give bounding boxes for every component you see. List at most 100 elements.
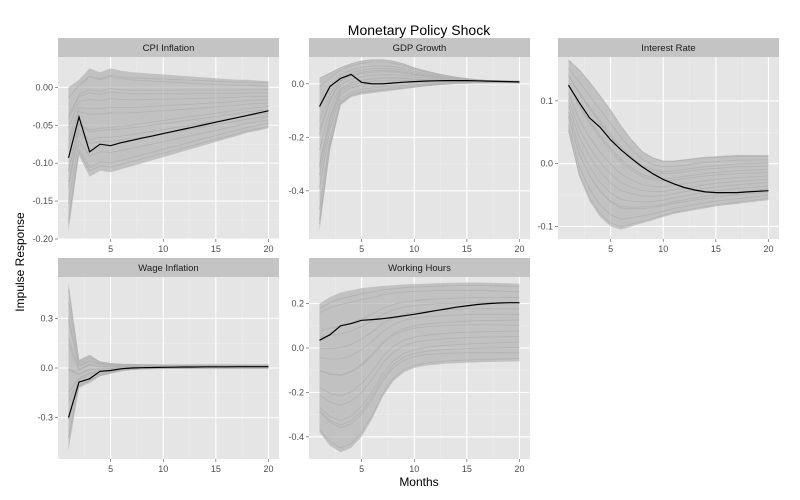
x-tick-label: 10 [158,244,168,254]
panel-title: GDP Growth [393,43,447,54]
draw-line [568,105,769,197]
x-tick-label: 15 [711,244,721,254]
panel-working-hours: Working Hours 5 10 15 20 0.2 0.0 -0.2 -0.4 [288,258,530,474]
x-tick-label: 20 [263,244,273,254]
median-line [567,84,769,194]
x-tick-label: 20 [263,464,273,474]
panel-strip [58,38,279,57]
y-tick-label: -0.2 [288,387,304,397]
x-tick-label: 10 [158,464,168,474]
draw-line [568,75,769,173]
y-tick-label: -0.20 [32,234,53,244]
panel-title: Working Hours [388,263,451,274]
draw-line [319,358,520,449]
draw-line [68,76,269,98]
y-tick-label: -0.2 [288,132,304,142]
confidence-band [68,68,269,232]
draw-line [319,330,520,397]
x-tick-label: 10 [409,464,419,474]
draw-line [568,111,769,203]
panel-gdp-growth: GDP Growth 5 10 15 20 0.0 -0.2 -0.4 [288,38,530,254]
panel-interest-rate: Interest Rate 5 10 15 20 0.1 0.0 -0.1 [537,38,779,254]
median-line [67,110,269,159]
x-tick-label: 5 [359,464,364,474]
y-tick-label: 0.0 [40,363,53,373]
draw-line [319,297,520,332]
draw-line [68,109,269,172]
x-tick-label: 10 [658,244,668,254]
draw-line [568,59,769,162]
y-tick-label: 0.2 [291,299,304,309]
draw-line [319,302,520,338]
draw-line [319,59,520,82]
y-tick-label: 0.0 [291,79,304,89]
draw-line [319,308,520,349]
draw-line [568,75,769,175]
panel-strip [309,38,530,57]
chart-title: Monetary Policy Shock [348,22,491,38]
y-tick-label: 0.3 [40,313,53,323]
y-tick-label: 0.0 [291,343,304,353]
y-tick-label: -0.4 [288,186,304,196]
draw-line [319,319,520,376]
y-tick-label: -0.10 [32,158,53,168]
x-tick-label: 15 [462,244,472,254]
median-line [318,73,520,107]
draw-line [568,116,769,210]
draw-line [568,83,769,180]
y-tick-label: -0.15 [32,196,53,206]
draw-line [568,93,769,188]
draw-line [319,341,520,422]
panel-title: CPI Inflation [143,43,195,54]
draw-line [68,122,269,220]
y-axis-label: Impulse Response [13,212,27,312]
y-tick-label: 0.0 [540,159,553,169]
draw-line [68,99,269,141]
confidence-band [568,60,769,230]
y-tick-label: 0.1 [540,96,553,106]
y-tick-label: -0.3 [37,413,53,423]
x-tick-label: 20 [514,464,524,474]
draw-line [568,68,769,168]
panel-title: Interest Rate [641,43,695,54]
panel-wage-inflation: Wage Inflation 5 10 15 20 0.3 0.0 -0.3 [37,258,279,474]
median-line [67,366,269,418]
draw-line [68,106,269,171]
draw-line [68,119,269,204]
x-tick-label: 20 [763,244,773,254]
draw-line [319,284,520,309]
draw-line [568,130,769,228]
x-tick-label: 5 [108,244,113,254]
y-tick-label: 0.00 [35,82,53,92]
panel-cpi-inflation: CPI Inflation 5 10 15 20 0.00 -0.05 -0.10 -0.15 -… [32,38,279,254]
draw-line [68,102,269,148]
draw-line [319,336,520,406]
panel-strip [558,38,779,57]
draw-line [319,352,520,429]
x-tick-label: 15 [211,464,221,474]
x-tick-label: 5 [108,464,113,474]
draw-line [568,99,769,193]
draw-line [319,347,520,426]
draw-line [68,88,269,117]
draw-line [319,313,520,360]
x-tick-label: 15 [462,464,472,474]
draw-line [68,126,269,224]
x-tick-label: 15 [211,244,221,254]
x-tick-label: 20 [514,244,524,254]
median-line [319,302,520,341]
panel-strip [58,258,279,277]
x-tick-label: 10 [409,244,419,254]
x-axis-label: Months [399,475,438,489]
draw-line [568,84,769,182]
panel-title: Wage Inflation [138,263,198,274]
x-tick-label: 5 [608,244,613,254]
y-tick-label: -0.05 [32,120,53,130]
panel-strip [309,258,530,277]
y-tick-label: -0.1 [537,221,553,231]
draw-line [68,289,269,366]
draw-line [68,91,269,120]
draw-line [68,95,269,129]
